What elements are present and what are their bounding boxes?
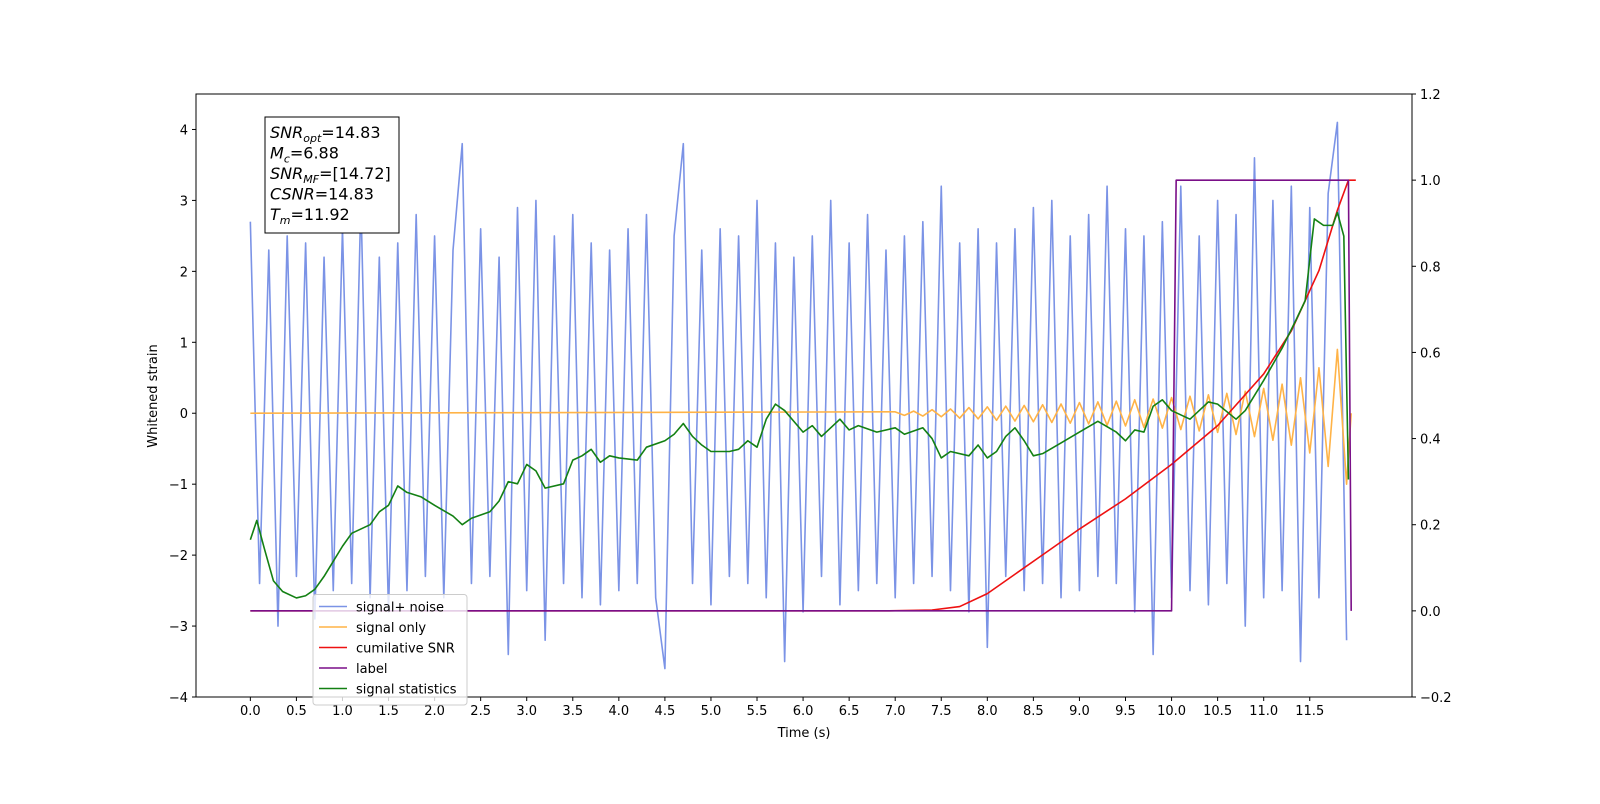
annotation-value: =[14.72] <box>319 164 391 183</box>
y-tick-label: −1 <box>169 478 188 493</box>
annotation-value: =6.88 <box>290 144 339 163</box>
annotation-line: SNRMF=[14.72] <box>270 164 391 186</box>
y-axis-label: Whitened strain <box>146 344 161 447</box>
x-tick-label: 6.0 <box>793 704 814 719</box>
annotation-subscript: m <box>280 214 291 227</box>
x-tick-label: 11.0 <box>1249 704 1278 719</box>
x-tick-label: 5.5 <box>747 704 768 719</box>
annotation-line: Tm=11.92 <box>270 205 350 227</box>
x-tick-label: 1.0 <box>332 704 353 719</box>
y2-tick-label: 1.0 <box>1420 174 1441 189</box>
ticks: 0.0 0.5 1.0 1.5 2.0 2.5 3.0 3.5 4.0 4.5 5.0 5.5 6.0 6… <box>169 88 1452 719</box>
legend-label: signal statistics <box>356 683 457 698</box>
y2-tick-label: 0.8 <box>1420 260 1441 275</box>
x-tick-label: 11.5 <box>1295 704 1324 719</box>
x-tick-label: 10.5 <box>1203 704 1232 719</box>
legend-label: signal+ noise <box>356 601 444 616</box>
series-line <box>249 211 1350 599</box>
y-tick-label: 3 <box>180 194 188 209</box>
legend-label: label <box>356 662 387 677</box>
legend-label: cumilative SNR <box>356 642 455 657</box>
series-line <box>250 179 1356 612</box>
x-tick-label: 2.5 <box>470 704 491 719</box>
annotation-line: CSNR=14.83 <box>270 185 374 204</box>
axes-frame <box>195 93 1413 698</box>
legend: signal+ noise signal only cumilative SNR la… <box>312 594 468 706</box>
annotation-symbol: CSNR <box>270 185 315 204</box>
series-line <box>250 348 1352 485</box>
legend-label: signal only <box>356 621 426 636</box>
y-tick-label: 1 <box>180 336 188 351</box>
annotation-box: SNRopt=14.83Mc=6.88SNRMF=[14.72]CSNR=14.… <box>264 116 400 234</box>
x-tick-label: 0.0 <box>240 704 261 719</box>
series-line <box>249 121 1348 670</box>
annotation-symbol: SNR <box>270 164 303 183</box>
plot-area <box>249 121 1356 670</box>
x-tick-label: 7.0 <box>885 704 906 719</box>
x-tick-label: 7.5 <box>931 704 952 719</box>
x-tick-label: 2.0 <box>424 704 445 719</box>
x-tick-label: 4.0 <box>608 704 629 719</box>
y2-tick-label: 1.2 <box>1420 88 1441 103</box>
x-axis-label: Time (s) <box>777 726 831 741</box>
x-tick-label: 0.5 <box>286 704 307 719</box>
x-tick-label: 9.0 <box>1069 704 1090 719</box>
y-tick-label: −2 <box>169 549 188 564</box>
series-line <box>250 179 1352 612</box>
x-tick-label: 3.5 <box>562 704 583 719</box>
annotation-line: SNRopt=14.83 <box>270 123 381 145</box>
x-tick-label: 5.0 <box>701 704 722 719</box>
annotation-frame <box>264 116 400 234</box>
x-tick-label: 9.5 <box>1115 704 1136 719</box>
x-tick-label: 4.5 <box>655 704 676 719</box>
annotation-symbol: T <box>270 205 281 224</box>
y-tick-label: −4 <box>169 691 188 706</box>
y-tick-label: 0 <box>180 407 188 422</box>
y2-tick-label: −0.2 <box>1420 691 1452 706</box>
annotation-symbol: M <box>270 144 284 163</box>
annotation-line: Mc=6.88 <box>270 144 339 166</box>
y-tick-label: −3 <box>169 620 188 635</box>
x-tick-label: 8.0 <box>977 704 998 719</box>
annotation-subscript: opt <box>303 132 322 145</box>
x-tick-label: 3.0 <box>516 704 537 719</box>
legend-frame <box>312 594 468 706</box>
annotation-subscript: c <box>284 153 290 166</box>
annotation-value: =14.83 <box>321 123 380 142</box>
annotation-symbol: SNR <box>270 123 303 142</box>
x-tick-label: 6.5 <box>839 704 860 719</box>
annotation-subscript: MF <box>303 173 319 186</box>
annotation-value: =11.92 <box>291 205 350 224</box>
x-tick-label: 8.5 <box>1023 704 1044 719</box>
y2-tick-label: 0.0 <box>1420 605 1441 620</box>
x-tick-label: 1.5 <box>378 704 399 719</box>
y2-tick-label: 0.2 <box>1420 519 1441 534</box>
y-tick-label: 2 <box>180 265 188 280</box>
y2-tick-label: 0.6 <box>1420 346 1441 361</box>
y-tick-label: 4 <box>180 123 188 138</box>
x-tick-label: 10.0 <box>1157 704 1186 719</box>
y2-tick-label: 0.4 <box>1420 433 1441 448</box>
annotation-value: =14.83 <box>315 185 374 204</box>
